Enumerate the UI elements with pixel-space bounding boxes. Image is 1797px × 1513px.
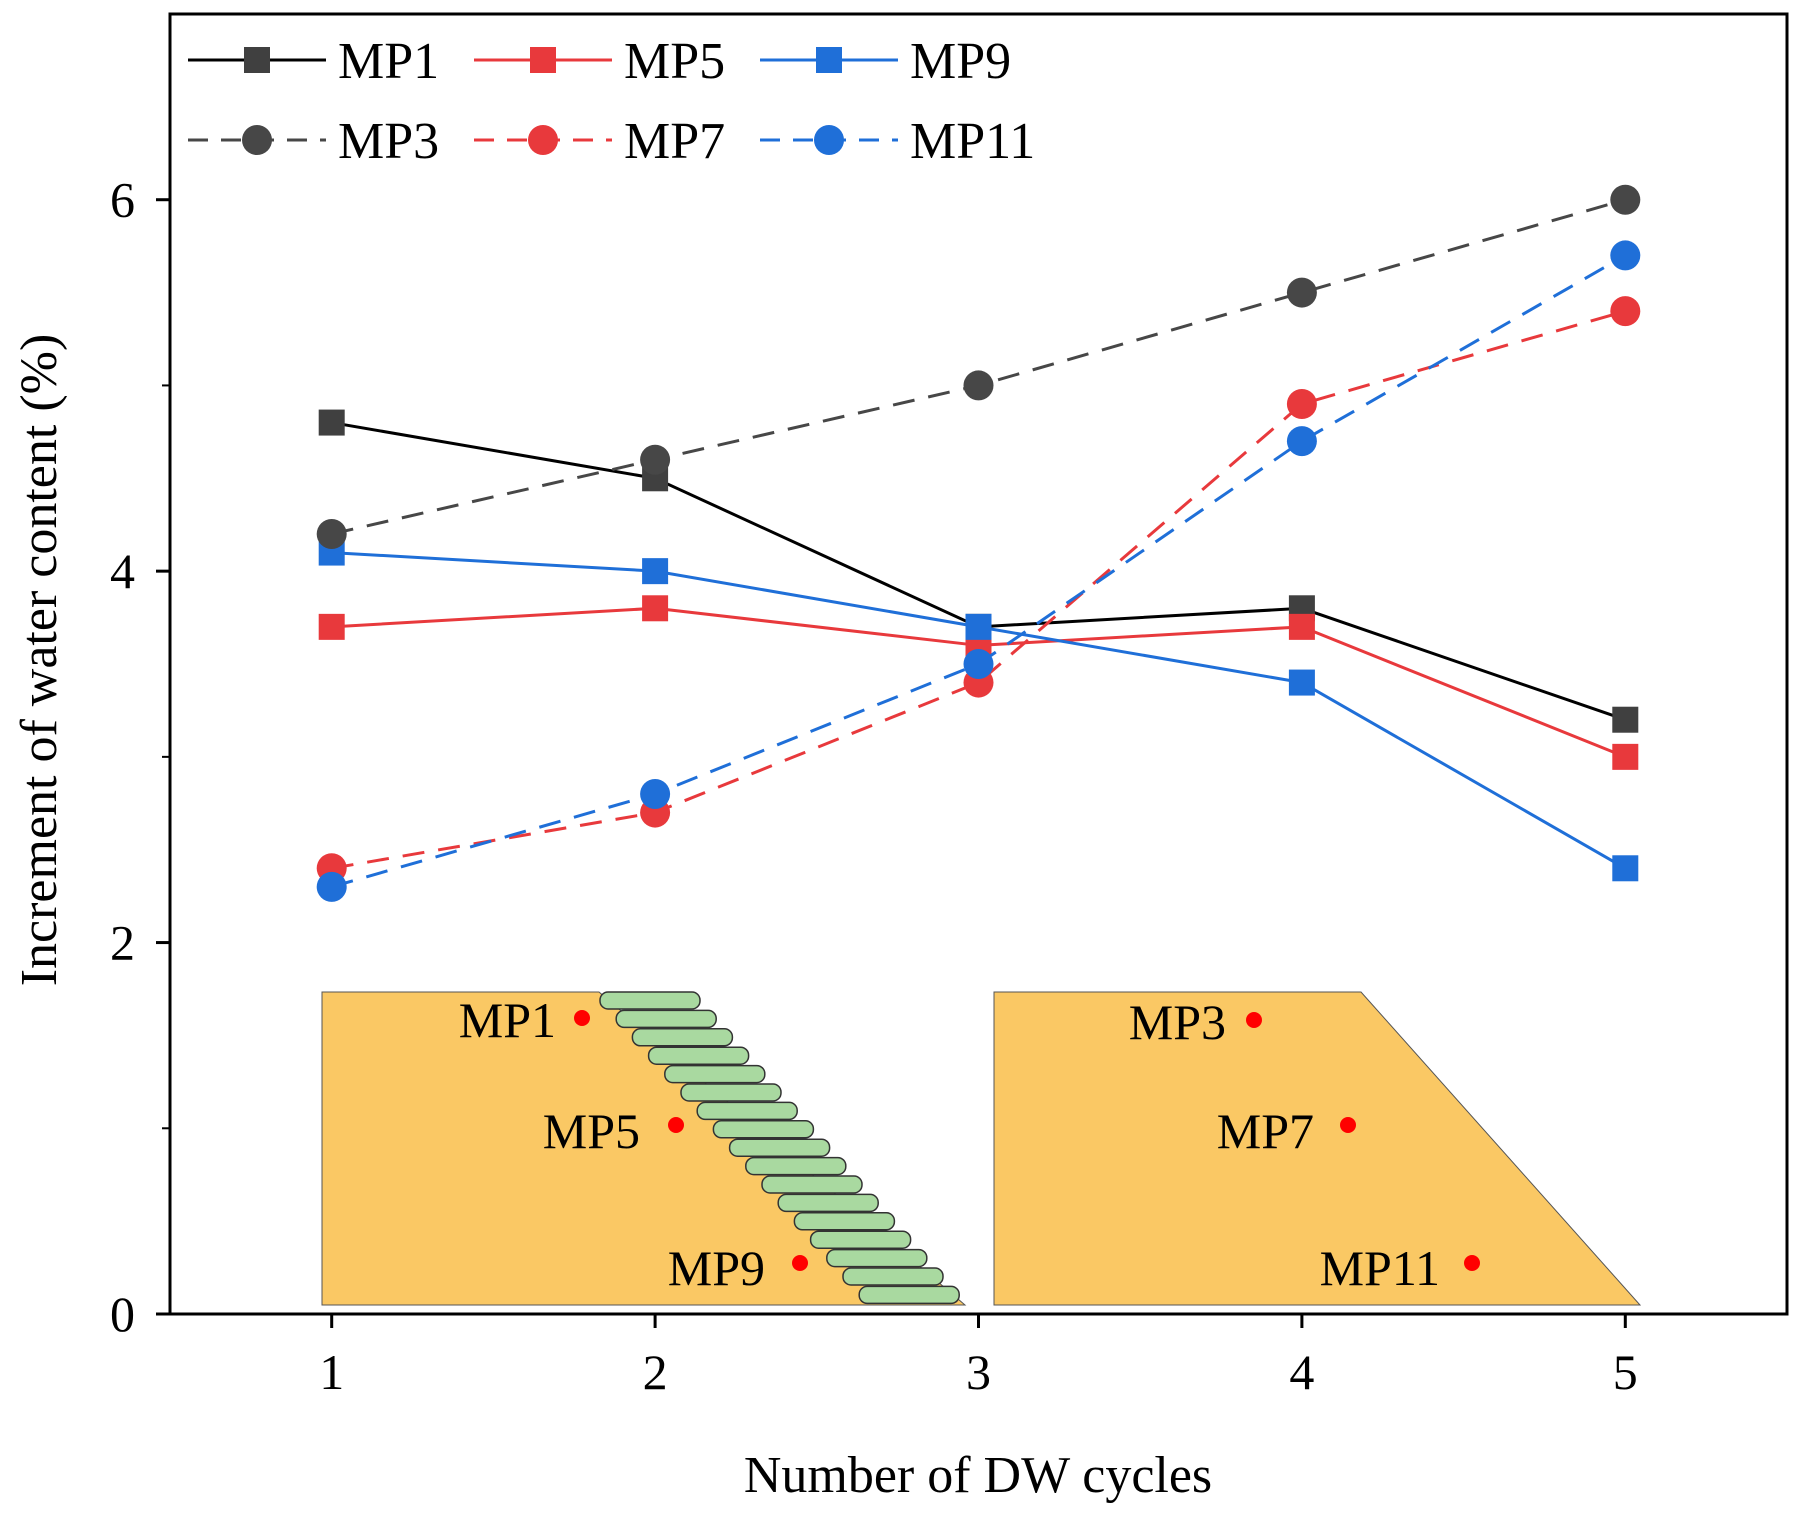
- data-point-mp3: [640, 444, 671, 475]
- data-point-mp11: [1286, 426, 1317, 457]
- legend-item-mp5: MP5: [474, 33, 725, 90]
- inset-point-mp11: [1464, 1255, 1480, 1271]
- series-mp9: [318, 539, 1639, 882]
- stair-block: [647, 1046, 750, 1065]
- stair-block: [712, 1120, 815, 1139]
- x-tick-label: 2: [643, 1344, 668, 1400]
- stair-block: [745, 1156, 847, 1176]
- stair-block: [809, 1230, 912, 1249]
- legend-marker: [530, 47, 556, 73]
- data-point-mp5: [642, 595, 669, 622]
- stair-block: [826, 1248, 928, 1268]
- x-tick-label: 4: [1289, 1344, 1314, 1400]
- x-axis-title: Number of DW cycles: [744, 1447, 1212, 1504]
- x-tick-label: 5: [1613, 1344, 1638, 1400]
- inset-label-mp7: MP7: [1217, 1103, 1314, 1159]
- y-tick-label: 4: [110, 543, 135, 599]
- stair-block: [777, 1193, 879, 1213]
- inset-point-mp7: [1340, 1117, 1356, 1133]
- legend-marker: [244, 47, 270, 73]
- data-point-mp9: [1288, 669, 1315, 696]
- y-tick-label: 2: [110, 915, 135, 971]
- data-point-mp7: [1610, 296, 1641, 327]
- data-point-mp5: [318, 613, 345, 640]
- stair-block: [599, 991, 701, 1010]
- series-mp11: [316, 240, 1641, 902]
- inset-label-mp11: MP11: [1320, 1240, 1440, 1296]
- stair-block: [793, 1212, 896, 1231]
- data-point-mp11: [640, 779, 671, 809]
- series-line-mp7: [331, 309, 1626, 870]
- stair-block: [615, 1009, 717, 1029]
- legend-item-mp3: MP3: [188, 113, 439, 170]
- inset-stair-protection: [599, 991, 960, 1305]
- stair-block: [631, 1028, 734, 1047]
- legend-marker: [242, 125, 272, 155]
- data-point-mp11: [316, 871, 347, 902]
- data-point-mp5: [1612, 743, 1639, 770]
- legend-marker: [816, 47, 842, 73]
- legend-marker: [814, 125, 844, 155]
- legend-item-mp7: MP7: [474, 113, 725, 170]
- x-tick-label: 1: [319, 1344, 344, 1400]
- data-point-mp9: [1612, 855, 1639, 882]
- inset-schematic: MP1 MP5 MP9 MP3 MP7 MP11: [321, 991, 1642, 1306]
- data-point-mp1: [1612, 706, 1639, 733]
- legend-label: MP9: [910, 33, 1011, 90]
- stair-block: [664, 1064, 766, 1084]
- axis-ticks: 1 2 3 4 5 0 2 4 6: [110, 172, 1638, 1400]
- data-point-mp9: [965, 613, 992, 640]
- legend-label: MP11: [910, 113, 1035, 170]
- y-tick-label: 6: [110, 172, 135, 228]
- data-point-mp3: [316, 519, 347, 549]
- inset-right-slope-body: [993, 991, 1642, 1306]
- series-mp3: [316, 184, 1641, 549]
- data-point-mp3: [1286, 277, 1317, 308]
- legend-item-mp11: MP11: [760, 113, 1035, 170]
- inset-label-mp1: MP1: [459, 992, 556, 1048]
- legend-label: MP5: [624, 33, 725, 90]
- stair-block: [761, 1175, 863, 1194]
- inset-label-mp5: MP5: [543, 1103, 640, 1159]
- data-point-mp11: [963, 649, 994, 679]
- data-point-mp11: [1610, 240, 1641, 271]
- stair-block: [728, 1138, 831, 1157]
- stair-block: [842, 1267, 944, 1286]
- inset-label-mp3: MP3: [1129, 994, 1226, 1050]
- legend-label: MP1: [338, 33, 439, 90]
- legend-item-mp1: MP1: [188, 33, 439, 90]
- x-tick-label: 3: [966, 1344, 991, 1400]
- series-layer: [316, 184, 1641, 902]
- data-point-mp7: [1286, 389, 1317, 419]
- legend-label: MP3: [338, 113, 439, 170]
- legend-marker: [528, 125, 558, 155]
- legend: MP1 MP5 MP9 MP3 MP7 MP11: [188, 33, 1035, 170]
- data-point-mp5: [1288, 613, 1315, 640]
- inset-point-mp1: [574, 1010, 590, 1026]
- y-axis-title: Increment of water content (%): [11, 334, 68, 987]
- inset-point-mp3: [1246, 1012, 1262, 1028]
- data-point-mp1: [318, 409, 345, 436]
- data-point-mp3: [1610, 184, 1641, 215]
- data-point-mp9: [642, 558, 669, 585]
- inset-point-mp9: [792, 1255, 808, 1271]
- stair-block: [680, 1083, 782, 1102]
- stair-block: [858, 1285, 960, 1305]
- stair-block: [696, 1101, 798, 1121]
- legend-item-mp9: MP9: [760, 33, 1011, 90]
- inset-point-mp5: [668, 1117, 684, 1133]
- legend-label: MP7: [624, 113, 725, 170]
- y-tick-label: 0: [110, 1286, 135, 1342]
- inset-label-mp9: MP9: [668, 1240, 765, 1296]
- data-point-mp3: [963, 370, 994, 401]
